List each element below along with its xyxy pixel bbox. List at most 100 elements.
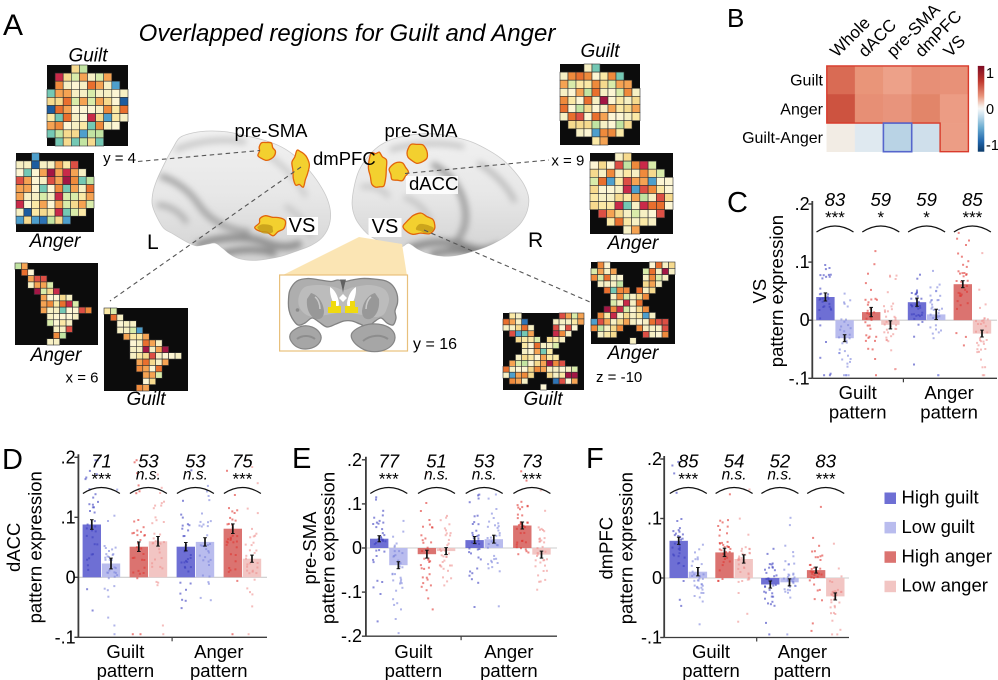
svg-text:Guilt: Guilt xyxy=(106,641,144,662)
svg-text:.2: .2 xyxy=(347,450,362,470)
svg-text:VS: VS xyxy=(289,215,316,237)
svg-text:D: D xyxy=(2,444,23,476)
svg-text:73: 73 xyxy=(522,451,543,472)
svg-text:Low guilt: Low guilt xyxy=(902,516,975,537)
svg-text:***: *** xyxy=(522,470,542,489)
svg-text:*: * xyxy=(877,208,884,227)
svg-text:Guilt: Guilt xyxy=(394,641,432,662)
svg-text:Anger: Anger xyxy=(780,101,823,118)
svg-text:*: * xyxy=(923,208,930,227)
svg-text:59: 59 xyxy=(916,189,937,210)
svg-text:dACC: dACC xyxy=(409,173,458,194)
svg-text:B: B xyxy=(727,3,744,33)
svg-text:Anger: Anger xyxy=(194,641,243,662)
svg-text:.2: .2 xyxy=(795,194,810,214)
svg-text:pattern: pattern xyxy=(920,402,978,423)
svg-text:pattern: pattern xyxy=(385,660,443,680)
svg-text:-.1: -.1 xyxy=(641,628,662,648)
svg-text:54: 54 xyxy=(724,451,745,472)
svg-text:0: 0 xyxy=(652,568,662,588)
svg-text:85: 85 xyxy=(962,189,983,210)
svg-text:pattern expression: pattern expression xyxy=(766,215,787,367)
svg-text:0: 0 xyxy=(66,567,76,587)
svg-text:pattern: pattern xyxy=(97,660,155,680)
svg-text:pattern expression: pattern expression xyxy=(24,471,45,623)
svg-text:.2: .2 xyxy=(647,449,662,469)
svg-text:***: *** xyxy=(379,470,399,489)
svg-text:85: 85 xyxy=(678,451,699,472)
svg-text:.1: .1 xyxy=(347,494,362,514)
svg-text:n.s.: n.s. xyxy=(424,467,449,484)
svg-text:83: 83 xyxy=(825,189,846,210)
svg-text:Guilt-Anger: Guilt-Anger xyxy=(742,130,824,147)
svg-text:Anger: Anger xyxy=(607,343,659,364)
svg-text:E: E xyxy=(292,443,311,475)
svg-text:VS: VS xyxy=(749,279,770,304)
svg-text:1: 1 xyxy=(986,66,994,82)
svg-text:z = -10: z = -10 xyxy=(596,369,642,386)
svg-text:R: R xyxy=(528,229,543,252)
svg-text:pattern: pattern xyxy=(480,660,538,680)
svg-text:pattern: pattern xyxy=(682,660,740,680)
svg-text:pre-SMA: pre-SMA xyxy=(299,511,320,585)
svg-text:pattern: pattern xyxy=(190,660,248,680)
svg-text:dmPFC: dmPFC xyxy=(596,517,617,580)
svg-text:53: 53 xyxy=(138,451,159,472)
svg-text:.2: .2 xyxy=(61,447,76,467)
svg-text:y = 4: y = 4 xyxy=(103,150,136,167)
svg-text:***: *** xyxy=(825,208,845,227)
svg-text:VS: VS xyxy=(372,216,399,238)
svg-text:Guilt: Guilt xyxy=(68,46,108,67)
svg-text:53: 53 xyxy=(474,451,495,472)
svg-text:0: 0 xyxy=(352,538,362,558)
svg-text:Guilt: Guilt xyxy=(126,389,166,410)
svg-text:***: *** xyxy=(91,470,111,489)
svg-text:0: 0 xyxy=(800,310,810,330)
svg-text:-.1: -.1 xyxy=(341,582,362,602)
svg-text:dmPFC: dmPFC xyxy=(313,148,376,169)
svg-text:-.1: -.1 xyxy=(55,627,76,647)
svg-text:***: *** xyxy=(678,470,698,489)
svg-text:Guilt: Guilt xyxy=(790,73,823,90)
svg-text:pre-SMA: pre-SMA xyxy=(235,120,309,141)
svg-text:.1: .1 xyxy=(61,507,76,527)
svg-text:Overlapped regions for Guilt a: Overlapped regions for Guilt and Anger xyxy=(139,20,557,47)
svg-text:Anger: Anger xyxy=(607,233,659,254)
svg-text:71: 71 xyxy=(91,451,112,472)
svg-text:.1: .1 xyxy=(647,509,662,529)
svg-text:Anger: Anger xyxy=(29,231,81,252)
svg-text:n.s.: n.s. xyxy=(136,467,161,484)
svg-text:pattern: pattern xyxy=(829,402,887,423)
svg-text:n.s.: n.s. xyxy=(183,467,208,484)
svg-text:53: 53 xyxy=(185,451,206,472)
svg-text:Anger: Anger xyxy=(778,641,827,662)
svg-text:L: L xyxy=(147,231,159,254)
svg-text:-.1: -.1 xyxy=(789,368,810,388)
svg-text:High guilt: High guilt xyxy=(902,487,979,508)
svg-text:dACC: dACC xyxy=(3,523,24,572)
svg-text:***: *** xyxy=(962,208,982,227)
svg-text:***: *** xyxy=(816,470,836,489)
svg-text:-1: -1 xyxy=(986,138,998,154)
svg-text:pattern expression: pattern expression xyxy=(317,472,338,624)
svg-text:Guilt: Guilt xyxy=(839,382,877,403)
svg-text:y = 16: y = 16 xyxy=(413,336,457,353)
svg-text:51: 51 xyxy=(426,451,447,472)
svg-text:.1: .1 xyxy=(795,252,810,272)
svg-text:C: C xyxy=(727,187,748,219)
svg-text:x = 9: x = 9 xyxy=(551,153,584,170)
svg-text:77: 77 xyxy=(379,451,400,472)
svg-text:75: 75 xyxy=(232,451,253,472)
svg-text:Guilt: Guilt xyxy=(523,389,563,410)
svg-text:pattern: pattern xyxy=(774,660,832,680)
svg-text:F: F xyxy=(586,443,604,475)
svg-text:Guilt: Guilt xyxy=(692,641,730,662)
svg-text:52: 52 xyxy=(770,451,791,472)
svg-text:n.s.: n.s. xyxy=(767,467,792,484)
svg-text:A: A xyxy=(3,9,23,42)
svg-text:High anger: High anger xyxy=(902,545,993,566)
svg-text:Anger: Anger xyxy=(484,641,533,662)
svg-text:x = 6: x = 6 xyxy=(66,370,99,387)
svg-text:83: 83 xyxy=(815,451,836,472)
svg-text:Low anger: Low anger xyxy=(902,575,988,596)
